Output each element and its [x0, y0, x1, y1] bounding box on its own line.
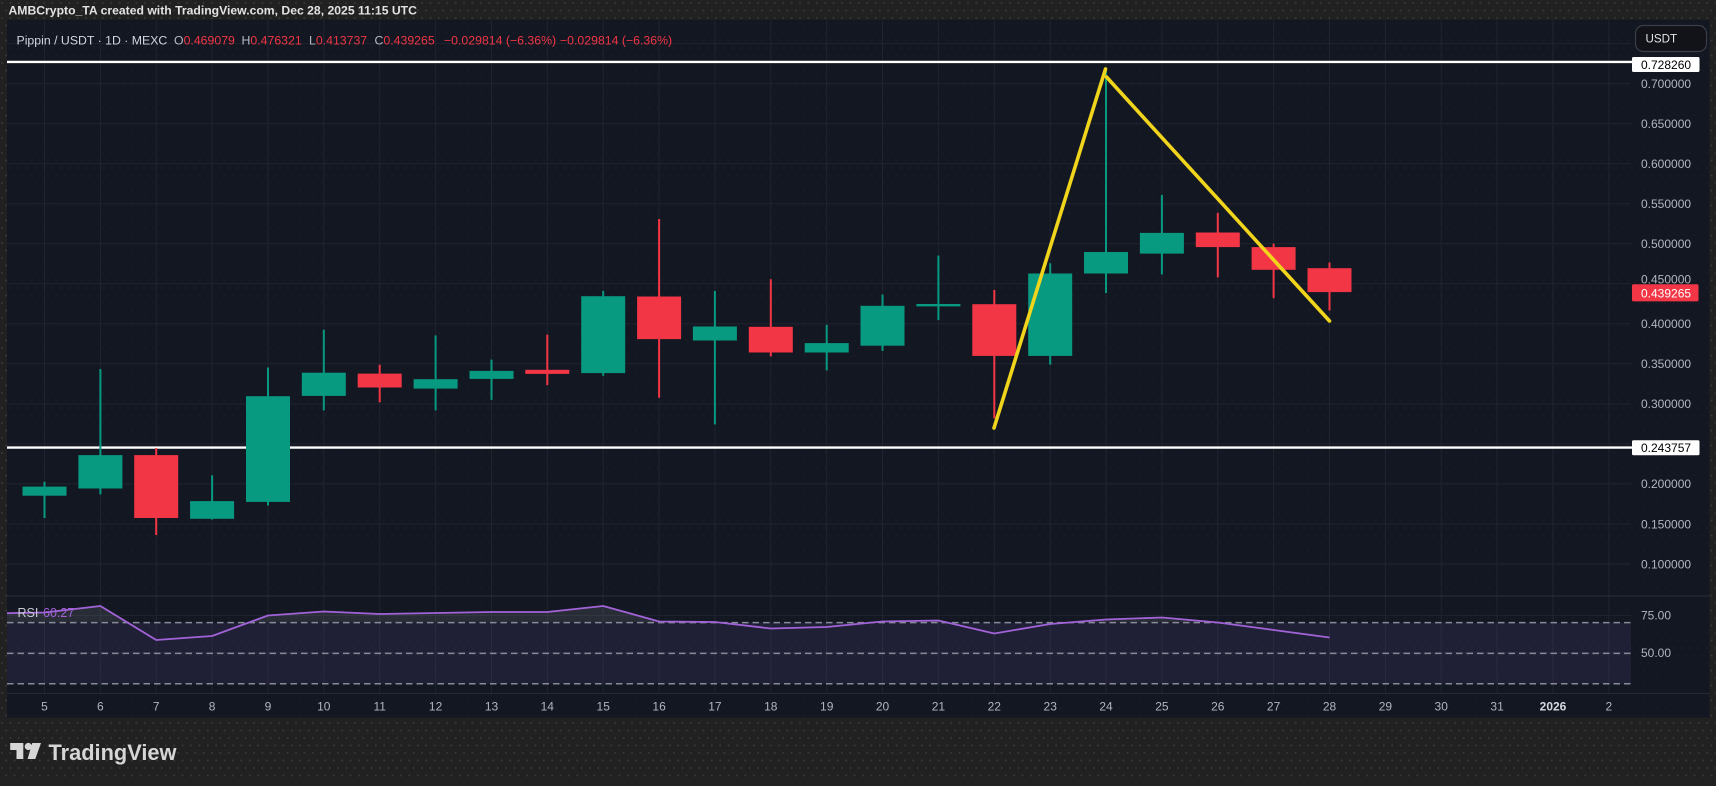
svg-text:21: 21 [932, 700, 946, 714]
svg-text:27: 27 [1267, 700, 1281, 714]
svg-text:20: 20 [876, 700, 890, 714]
svg-text:0.439265: 0.439265 [1641, 286, 1691, 300]
svg-text:0.600000: 0.600000 [1641, 157, 1691, 171]
svg-text:14: 14 [541, 700, 555, 714]
svg-text:O0.469079: O0.469079 [174, 34, 235, 48]
svg-text:−0.029814 (−6.36%): −0.029814 (−6.36%) [444, 34, 556, 48]
svg-text:16: 16 [652, 700, 666, 714]
svg-text:26: 26 [1211, 700, 1225, 714]
svg-text:Pippin / USDT · 1D · MEXC: Pippin / USDT · 1D · MEXC [17, 34, 168, 48]
svg-text:0.400000: 0.400000 [1641, 317, 1691, 331]
svg-text:24: 24 [1099, 700, 1113, 714]
svg-text:28: 28 [1323, 700, 1337, 714]
svg-text:25: 25 [1155, 700, 1169, 714]
svg-text:TradingView: TradingView [49, 740, 177, 765]
svg-text:0.728260: 0.728260 [1641, 58, 1691, 72]
svg-text:18: 18 [764, 700, 778, 714]
svg-text:7: 7 [153, 700, 160, 714]
svg-text:0.700000: 0.700000 [1641, 77, 1691, 91]
svg-text:H0.476321: H0.476321 [242, 34, 302, 48]
svg-text:RSI: RSI [18, 606, 39, 620]
svg-text:17: 17 [708, 700, 722, 714]
svg-text:0.500000: 0.500000 [1641, 237, 1691, 251]
svg-text:23: 23 [1044, 700, 1058, 714]
svg-text:C0.439265: C0.439265 [375, 34, 435, 48]
svg-text:0.200000: 0.200000 [1641, 477, 1691, 491]
svg-text:2: 2 [1606, 700, 1613, 714]
svg-text:0.150000: 0.150000 [1641, 517, 1691, 531]
svg-text:0.243757: 0.243757 [1641, 441, 1691, 455]
svg-text:60.27: 60.27 [43, 606, 74, 620]
svg-text:30: 30 [1435, 700, 1449, 714]
svg-text:8: 8 [209, 700, 216, 714]
svg-text:10: 10 [317, 700, 331, 714]
svg-text:11: 11 [373, 700, 386, 714]
svg-text:12: 12 [429, 700, 443, 714]
svg-text:USDT: USDT [1646, 33, 1678, 46]
svg-text:15: 15 [597, 700, 611, 714]
svg-text:0.300000: 0.300000 [1641, 397, 1691, 411]
svg-text:AMBCrypto_TA created with Trad: AMBCrypto_TA created with TradingView.co… [9, 4, 418, 18]
svg-text:2026: 2026 [1540, 700, 1567, 714]
svg-text:0.350000: 0.350000 [1641, 357, 1691, 371]
svg-text:31: 31 [1490, 700, 1504, 714]
svg-text:6: 6 [97, 700, 104, 714]
svg-text:13: 13 [485, 700, 499, 714]
svg-text:75.00: 75.00 [1641, 609, 1671, 623]
svg-text:22: 22 [988, 700, 1002, 714]
svg-text:50.00: 50.00 [1641, 646, 1671, 660]
svg-text:0.650000: 0.650000 [1641, 117, 1691, 131]
svg-text:19: 19 [820, 700, 834, 714]
svg-text:−0.029814 (−6.36%): −0.029814 (−6.36%) [560, 34, 672, 48]
svg-text:0.550000: 0.550000 [1641, 197, 1691, 211]
svg-text:29: 29 [1379, 700, 1393, 714]
svg-text:5: 5 [41, 700, 48, 714]
svg-text:9: 9 [265, 700, 272, 714]
svg-text:0.450000: 0.450000 [1641, 273, 1691, 287]
svg-text:L0.413737: L0.413737 [309, 34, 367, 48]
svg-text:0.100000: 0.100000 [1641, 557, 1691, 571]
